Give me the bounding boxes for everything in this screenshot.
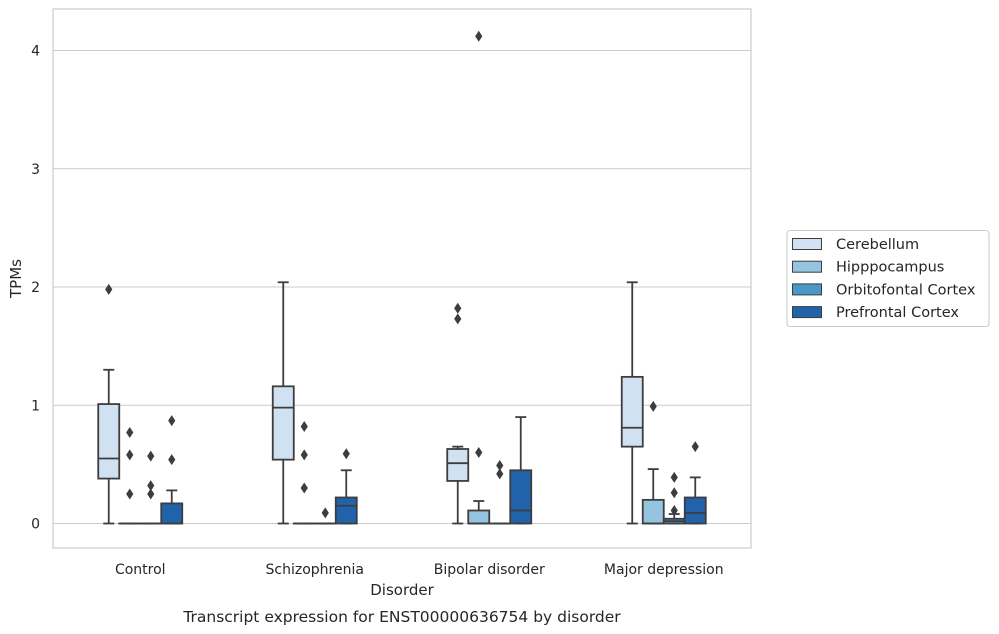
y-axis-title: TPMs [7,259,25,299]
outlier-point [300,421,308,433]
legend-swatch [792,306,822,319]
outlier-point [670,504,678,516]
box [509,469,533,525]
outlier-point [691,441,699,453]
outlier-point [475,447,483,459]
y-tick-label: 3 [31,162,40,178]
outlier-point [454,302,462,314]
box [446,448,470,482]
outlier-point [147,450,155,462]
outlier-point [300,449,308,461]
y-axis-ticks: 0 1 2 3 4 [31,44,40,533]
box [467,509,491,525]
box-group [97,283,184,525]
y-tick-label: 1 [31,398,40,414]
box-group [271,281,358,525]
legend-swatch [792,283,822,296]
outlier-point [342,448,350,460]
box-group [446,30,533,525]
box [683,496,707,525]
outlier-point [126,449,134,461]
x-axis-title: Disorder [370,581,434,599]
outlier-point [168,454,176,466]
outlier-point [475,30,483,42]
legend-label: Cerebellum [836,237,919,253]
outlier-point [147,480,155,492]
outlier-point [670,471,678,483]
box [160,502,184,525]
x-tick-label: Control [115,562,166,578]
legend-frame [786,229,990,328]
y-tick-label: 4 [31,44,40,60]
outlier-point [168,415,176,427]
chart-caption: Transcript expression for ENST0000063675… [182,608,621,626]
legend-swatch [792,238,822,250]
y-tick-label: 0 [31,517,40,533]
outlier-point [496,460,504,472]
box-groups [97,30,707,525]
x-tick-label: Schizophrenia [266,562,364,578]
outlier-point [147,488,155,500]
grid-lines [53,49,751,525]
outlier-point [649,400,657,412]
plot-area [52,8,752,549]
box [620,375,644,448]
outlier-point [454,313,462,325]
box [271,385,295,461]
legend-label: Prefrontal Cortex [836,305,959,321]
legend-swatch [792,260,822,273]
box-group [620,281,707,525]
legend-label: Hipppocampus [836,260,944,276]
y-tick-label: 2 [31,280,40,296]
outlier-point [496,468,504,480]
outlier-point [126,488,134,500]
legend-label: Orbitofontal Cortex [836,282,976,298]
box [97,403,121,480]
x-axis-ticks: Control Schizophrenia Bipolar disorder Majo… [115,562,724,578]
outlier-point [105,283,113,295]
outlier-point [321,507,329,519]
legend: Cerebellum Hipppocampus Orbitofontal Corte… [786,229,990,328]
outlier-point [126,426,134,438]
x-tick-label: Bipolar disorder [434,562,545,578]
box [334,496,358,525]
outlier-point [300,482,308,494]
x-tick-label: Major depression [604,562,724,578]
box [641,498,665,525]
outlier-point [670,487,678,499]
